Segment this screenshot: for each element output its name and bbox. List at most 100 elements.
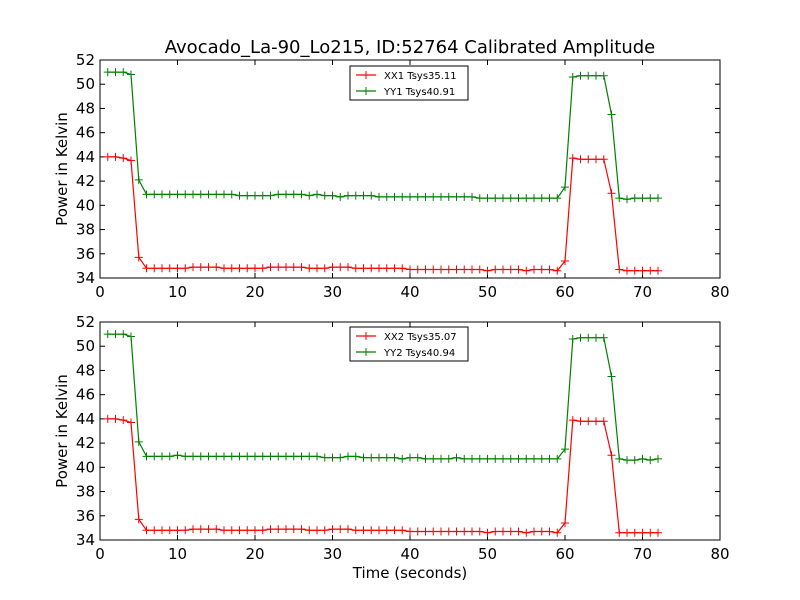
data-point bbox=[576, 71, 585, 80]
data-point bbox=[654, 528, 662, 537]
data-point bbox=[530, 265, 538, 274]
data-point bbox=[483, 528, 492, 537]
data-point bbox=[576, 155, 585, 164]
data-point bbox=[584, 417, 593, 426]
legend-marker bbox=[362, 332, 370, 340]
data-point bbox=[212, 525, 221, 534]
data-point bbox=[227, 526, 236, 535]
data-point bbox=[150, 264, 159, 273]
data-point bbox=[506, 265, 515, 274]
data-point bbox=[119, 330, 128, 339]
data-point bbox=[460, 527, 469, 536]
data-point bbox=[220, 452, 228, 461]
data-point bbox=[452, 192, 461, 201]
data-point bbox=[119, 68, 128, 77]
data-point bbox=[134, 515, 143, 524]
data-point bbox=[258, 452, 267, 461]
data-point bbox=[584, 333, 593, 342]
data-point bbox=[599, 417, 608, 426]
data-point bbox=[561, 519, 569, 528]
data-point bbox=[522, 194, 531, 203]
data-point bbox=[266, 452, 275, 461]
data-point bbox=[111, 414, 120, 423]
data-point bbox=[142, 452, 151, 461]
data-point bbox=[491, 194, 500, 203]
data-point bbox=[165, 264, 174, 273]
data-point bbox=[630, 528, 639, 537]
data-point bbox=[615, 194, 624, 203]
data-point bbox=[266, 525, 275, 534]
data-point bbox=[336, 192, 345, 201]
data-point bbox=[406, 453, 414, 462]
x-tick-label: 40 bbox=[400, 545, 419, 563]
data-point bbox=[398, 454, 407, 463]
x-tick-label: 80 bbox=[710, 283, 729, 301]
data-point bbox=[367, 191, 376, 200]
data-point bbox=[212, 263, 221, 272]
data-point bbox=[258, 264, 267, 273]
x-tick-label: 20 bbox=[245, 283, 264, 301]
data-point bbox=[654, 454, 662, 463]
data-point bbox=[568, 154, 577, 163]
data-point bbox=[351, 526, 360, 535]
data-point bbox=[437, 265, 445, 274]
data-point bbox=[251, 264, 259, 273]
data-point bbox=[173, 451, 182, 460]
data-point bbox=[328, 191, 337, 200]
data-point bbox=[460, 454, 469, 463]
legend-marker bbox=[362, 71, 370, 79]
data-point bbox=[103, 414, 112, 423]
data-point bbox=[320, 191, 329, 200]
data-point bbox=[328, 453, 337, 462]
data-point bbox=[142, 190, 151, 199]
legend: XX1 Tsys35.11 YY1 Tsys40.91 bbox=[349, 65, 469, 101]
data-point bbox=[537, 265, 546, 274]
data-point bbox=[336, 525, 345, 534]
data-point bbox=[258, 526, 267, 535]
data-point bbox=[344, 525, 352, 534]
data-point bbox=[305, 264, 314, 273]
data-point bbox=[429, 265, 438, 274]
y-tick-label: 48 bbox=[76, 99, 95, 117]
data-point bbox=[421, 192, 430, 201]
data-point bbox=[638, 194, 647, 203]
data-point bbox=[561, 257, 569, 266]
data-point bbox=[251, 452, 259, 461]
data-point bbox=[336, 263, 345, 272]
data-point bbox=[235, 191, 244, 200]
data-point bbox=[235, 526, 244, 535]
data-point bbox=[158, 264, 166, 273]
data-point bbox=[359, 453, 368, 462]
data-point bbox=[111, 330, 120, 339]
data-point bbox=[196, 525, 205, 534]
data-point bbox=[429, 454, 438, 463]
data-point bbox=[468, 265, 476, 274]
data-point bbox=[344, 263, 352, 272]
y-tick-label: 38 bbox=[76, 221, 95, 239]
data-point bbox=[499, 194, 507, 203]
x-tick-label: 70 bbox=[633, 283, 652, 301]
data-point bbox=[165, 526, 174, 535]
x-tick-label: 30 bbox=[323, 545, 342, 563]
data-point bbox=[243, 526, 252, 535]
data-point bbox=[359, 191, 368, 200]
data-point bbox=[351, 191, 360, 200]
legend-label: YY1 Tsys40.91 bbox=[383, 87, 455, 98]
data-point bbox=[351, 264, 360, 273]
data-point bbox=[367, 264, 376, 273]
data-point bbox=[607, 110, 616, 119]
data-point bbox=[165, 452, 174, 461]
data-point bbox=[592, 71, 600, 80]
data-point bbox=[406, 192, 414, 201]
data-point bbox=[274, 190, 283, 199]
x-tick-label: 0 bbox=[95, 283, 105, 301]
data-point bbox=[444, 454, 453, 463]
data-point bbox=[289, 190, 298, 199]
data-point bbox=[297, 525, 306, 534]
plot-panel-top: 0 10 20 30 40 50 60 70 80 34 36 38 40 42 44 46 48 50 52 Pow… bbox=[53, 51, 730, 301]
data-point bbox=[421, 265, 430, 274]
data-point bbox=[468, 192, 476, 201]
y-tick-label: 34 bbox=[76, 531, 95, 549]
x-tick-label: 0 bbox=[95, 545, 105, 563]
